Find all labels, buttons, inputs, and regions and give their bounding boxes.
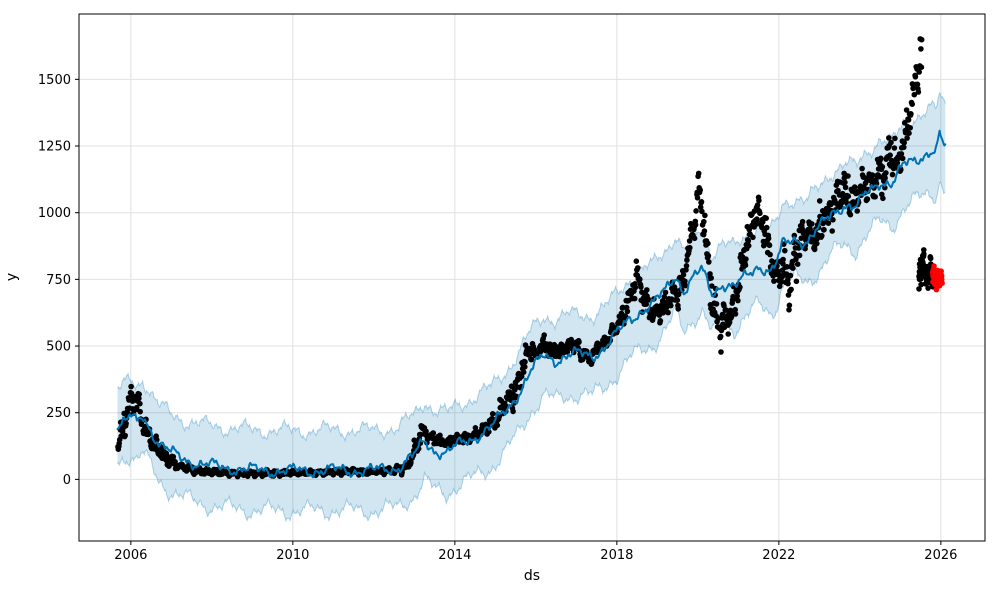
x-tick-label: 2026 [924,548,957,563]
y-tick-label: 750 [46,273,71,288]
x-tick-label: 2022 [762,548,795,563]
y-tick-label: 1000 [38,206,71,221]
x-axis-label: ds [523,568,541,584]
axes: 2006 2010 2014 2018 2022 2026 0 250 500 750 1000 12… [38,73,957,563]
x-tick-label: 2010 [276,548,309,563]
confidence-band [117,91,946,523]
y-tick-label: 1250 [38,140,71,155]
confidence-band-lower-edge [117,181,946,523]
y-tick-label: 0 [63,473,71,488]
forecast-line [116,129,947,479]
recent-actuals-points [929,263,945,293]
x-tick-label: 2018 [600,548,633,563]
plot-border [78,13,986,542]
confidence-band-upper-edge [117,91,946,443]
x-tick-label: 2006 [114,548,147,563]
y-axis-label: y [4,272,20,282]
y-tick-label: 1500 [38,73,71,88]
confidence-band-fill [117,93,946,521]
y-tick-label: 500 [46,340,71,355]
y-tick-label: 250 [46,406,71,421]
x-tick-label: 2014 [438,548,471,563]
